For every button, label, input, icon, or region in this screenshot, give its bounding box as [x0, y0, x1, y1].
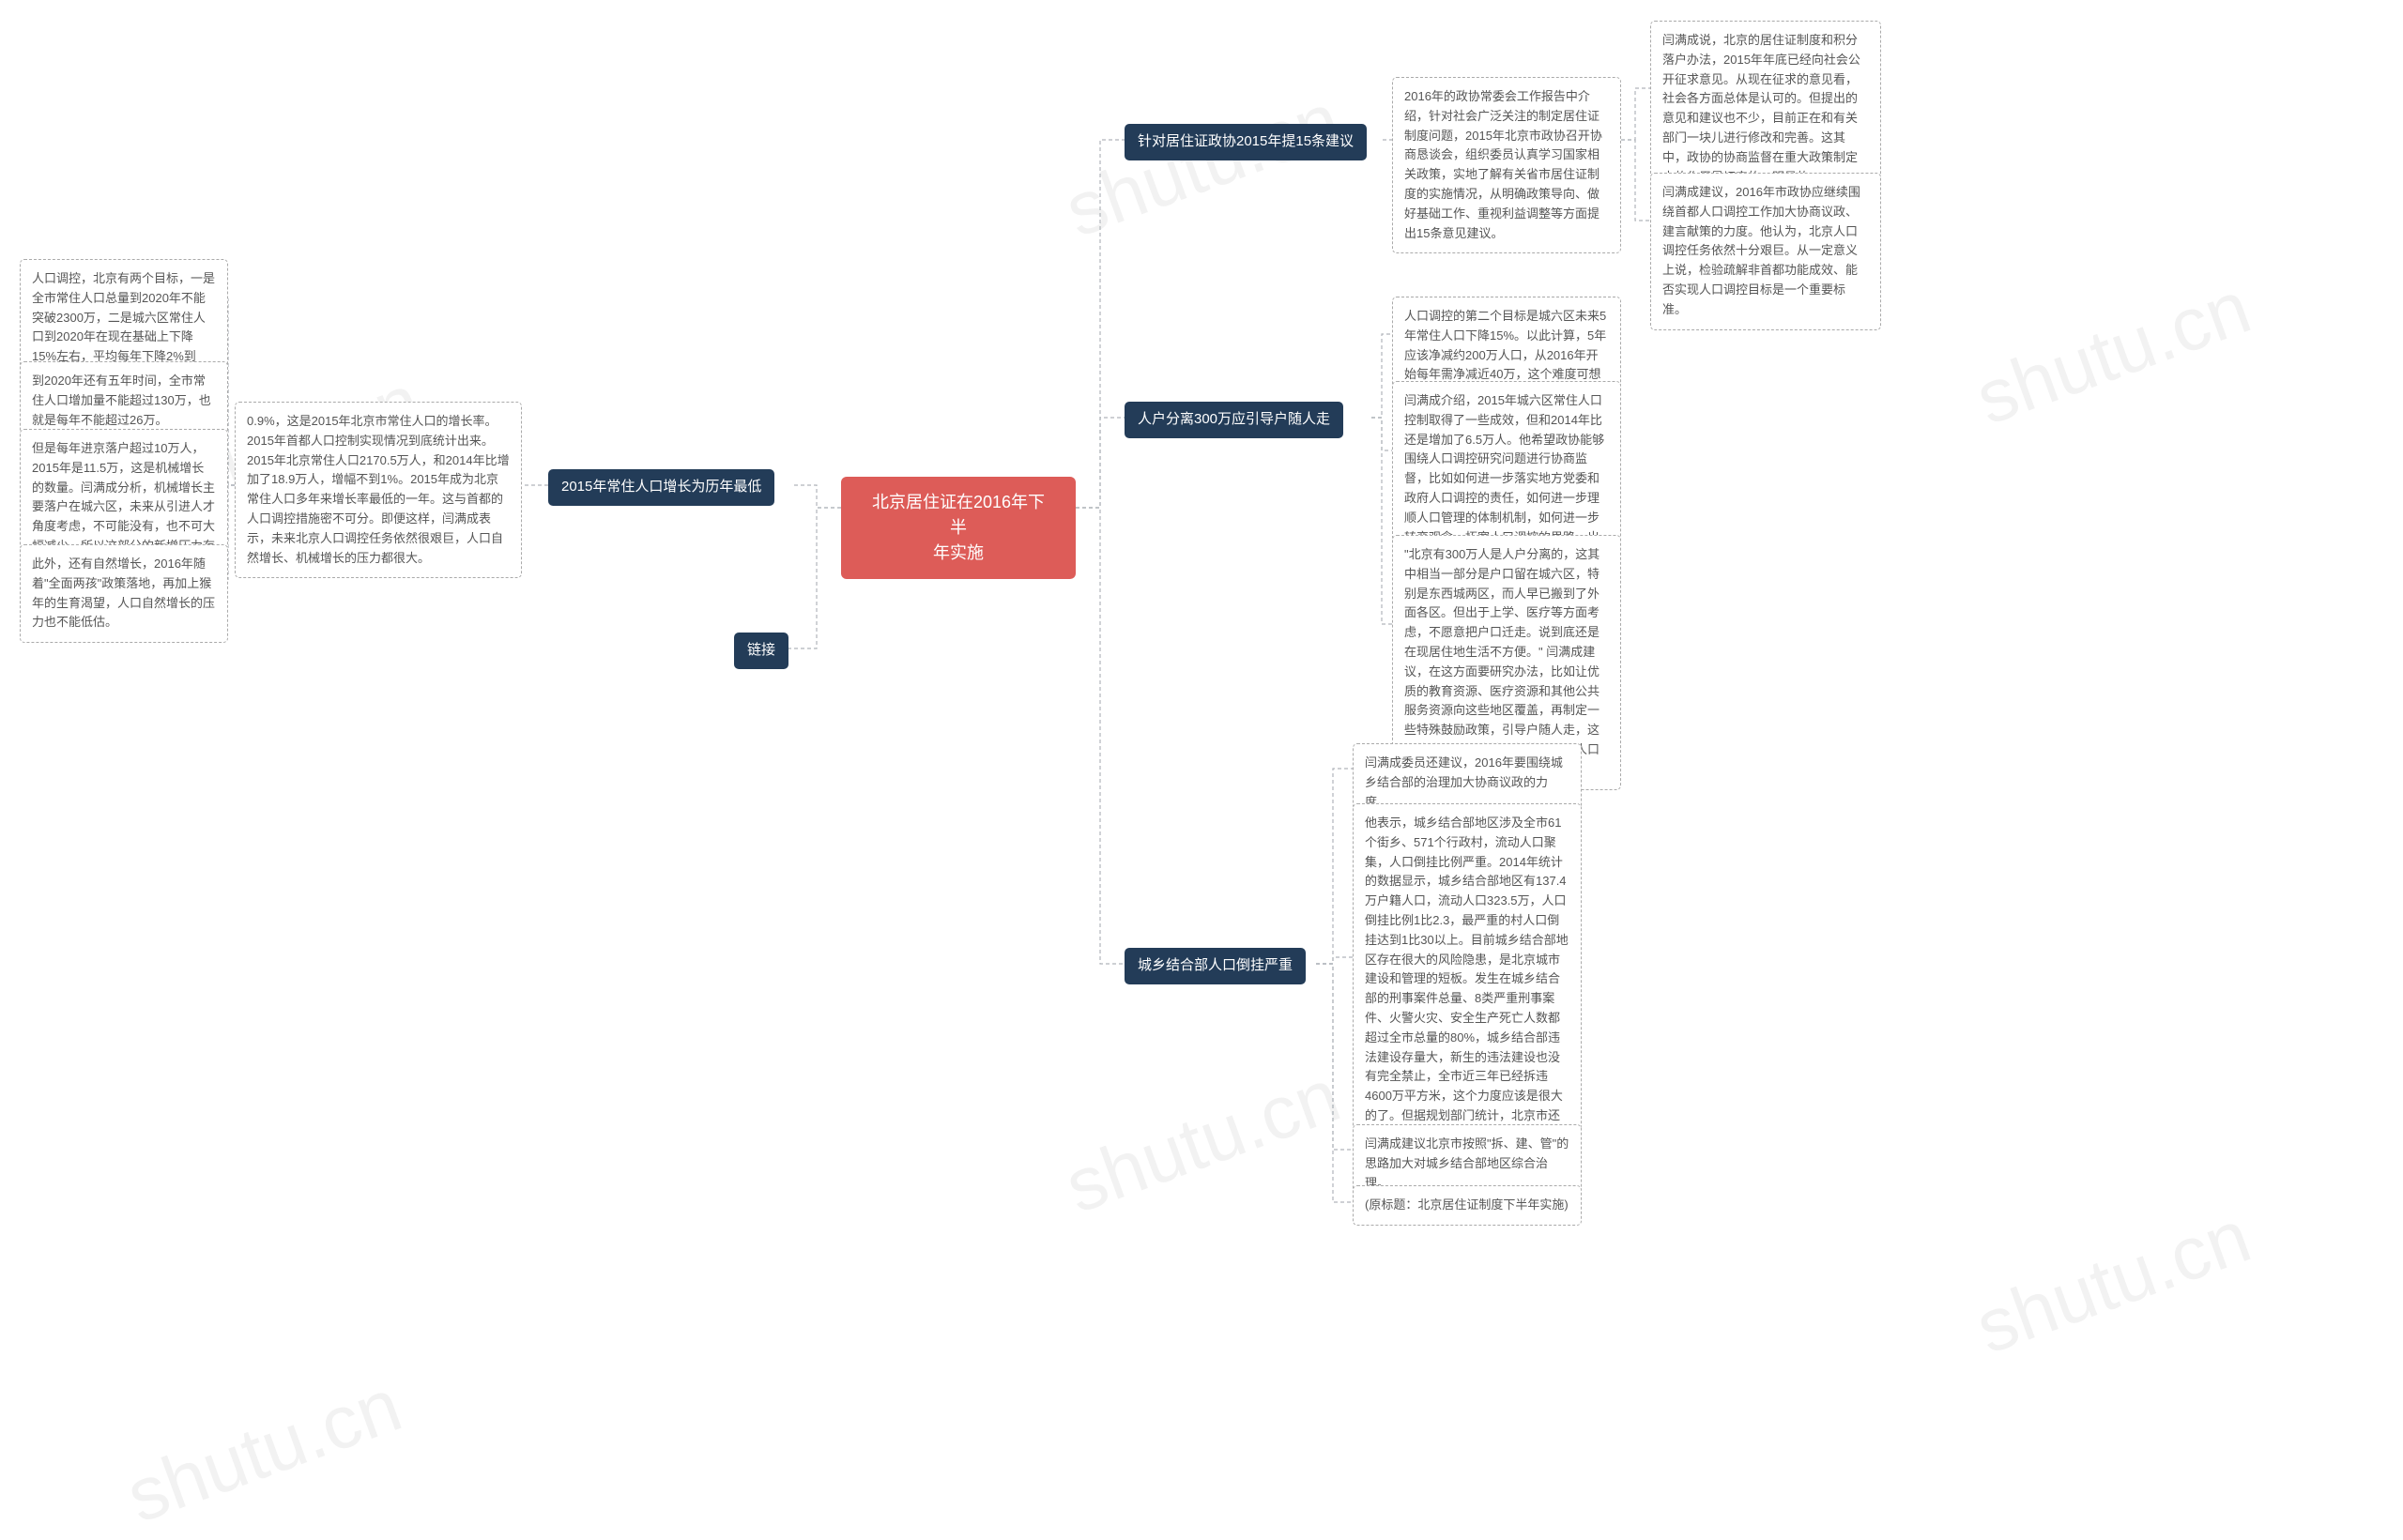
branch-node: 2015年常住人口增长为历年最低 — [548, 469, 774, 506]
leaf-node: (原标题：北京居住证制度下半年实施) — [1353, 1185, 1582, 1226]
watermark: shutu.cn — [115, 1362, 412, 1540]
branch-node: 针对居住证政协2015年提15条建议 — [1125, 124, 1367, 160]
mid-leaf: 0.9%，这是2015年北京市常住人口的增长率。2015年首都人口控制实现情况到… — [235, 402, 522, 578]
watermark: shutu.cn — [1965, 1193, 2261, 1371]
branch-node: 人户分离300万应引导户随人走 — [1125, 402, 1343, 438]
leaf-node: 他表示，城乡结合部地区涉及全市61个街乡、571个行政村，流动人口聚集，人口倒挂… — [1353, 803, 1582, 1175]
leaf-node: 闫满成建议，2016年市政协应继续围绕首都人口调控工作加大协商议政、建言献策的力… — [1650, 173, 1881, 330]
branch-node: 链接 — [734, 633, 788, 669]
center-topic: 北京居住证在2016年下半年实施 — [841, 477, 1076, 579]
watermark: shutu.cn — [1054, 1052, 1351, 1230]
leaf-node: 闫满成说，北京的居住证制度和积分落户办法，2015年年底已经向社会公开征求意见。… — [1650, 21, 1881, 197]
connector-lines — [0, 0, 2403, 1486]
watermark: shutu.cn — [1054, 76, 1351, 254]
watermark: shutu.cn — [1965, 264, 2261, 442]
branch-node: 城乡结合部人口倒挂严重 — [1125, 948, 1306, 984]
mid-leaf: 2016年的政协常委会工作报告中介绍，针对社会广泛关注的制定居住证制度问题，20… — [1392, 77, 1621, 253]
leaf-node: 此外，还有自然增长，2016年随着"全面两孩"政策落地，再加上猴年的生育渴望，人… — [20, 544, 228, 643]
